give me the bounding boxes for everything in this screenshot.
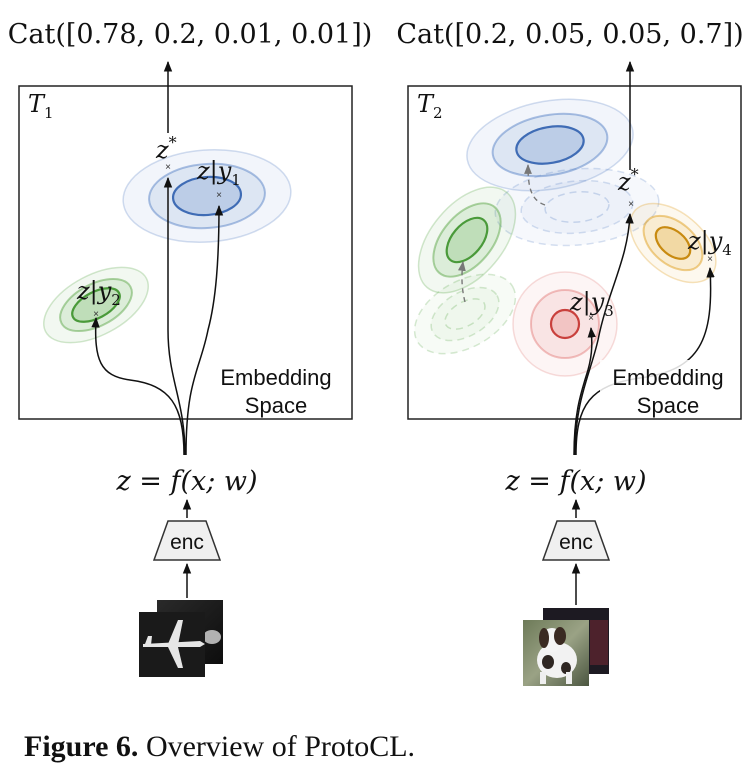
right-cluster-y4 — [629, 202, 717, 284]
left-zstar-label: z* — [155, 133, 177, 164]
right-panel: Cat([0.2, 0.05, 0.05, 0.7]) T2 — [396, 19, 744, 686]
figure-caption: Figure 6. Overview of ProtoCL. — [24, 730, 415, 764]
left-panel: Cat([0.78, 0.2, 0.01, 0.01]) T1 × z|y1 ×… — [8, 19, 373, 677]
right-output-distribution: Cat([0.2, 0.05, 0.05, 0.7]) — [396, 19, 743, 50]
left-space-label: Space — [245, 393, 307, 418]
right-embedding-label: Embedding — [612, 365, 723, 390]
right-space-label: Space — [637, 393, 699, 418]
left-embedding-label: Embedding — [220, 365, 331, 390]
left-input-images — [139, 600, 223, 677]
left-cluster-y2-label: z|y2 — [76, 277, 121, 309]
svg-text:×: × — [588, 313, 594, 324]
right-previous-cluster-green — [413, 273, 517, 355]
right-equation: z = f(x; w) — [504, 466, 646, 497]
left-encoder: enc — [152, 520, 222, 561]
svg-text:×: × — [707, 254, 713, 265]
right-arrow-to-zstar — [574, 212, 634, 456]
svg-text:enc: enc — [559, 531, 593, 554]
right-previous-cluster-blue — [494, 167, 660, 247]
right-zstar-label: z* — [617, 165, 639, 196]
svg-text:×: × — [93, 309, 99, 320]
svg-text:enc: enc — [170, 531, 204, 554]
dog-icon — [537, 627, 577, 684]
left-arrow-to-y2 — [91, 316, 185, 456]
right-input-images — [523, 608, 609, 686]
airplane-icon — [143, 620, 205, 668]
svg-text:×: × — [628, 199, 634, 210]
left-embedding-space-box — [18, 85, 353, 420]
right-cluster-y3-label: z|y3 — [569, 288, 614, 320]
left-equation: z = f(x; w) — [115, 466, 257, 497]
left-cluster-y1-label: z|y1 — [196, 157, 241, 189]
left-cluster-y2: × — [42, 266, 150, 344]
left-output-distribution: Cat([0.78, 0.2, 0.01, 0.01]) — [8, 19, 373, 50]
right-embedding-space-box — [407, 85, 742, 420]
right-cluster-y1 — [466, 98, 634, 192]
right-cluster-y4-label: z|y4 — [687, 227, 732, 259]
svg-text:×: × — [165, 162, 171, 173]
left-arrow-to-zstar — [163, 176, 186, 456]
right-encoder: enc — [541, 520, 611, 561]
right-drift-arrow-green — [458, 261, 466, 303]
figure-caption-text: Overview of ProtoCL. — [138, 730, 416, 763]
right-arrow-to-y3 — [573, 326, 596, 456]
figure-caption-label: Figure 6. — [24, 730, 139, 763]
svg-text:×: × — [216, 190, 222, 201]
right-drift-arrow-blue — [524, 164, 546, 206]
right-task-label: T2 — [417, 90, 443, 122]
right-cluster-y2 — [417, 186, 517, 294]
left-arrow-to-y1 — [185, 204, 224, 456]
left-task-label: T1 — [28, 90, 54, 122]
left-cluster-y1: × — [122, 148, 292, 244]
